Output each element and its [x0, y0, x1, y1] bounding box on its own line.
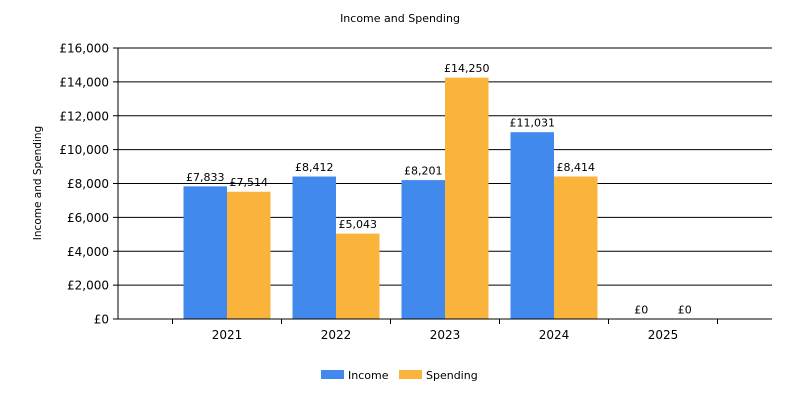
- legend-label-spending: Spending: [426, 369, 478, 382]
- chart-title: Income and Spending: [340, 12, 460, 25]
- data-labels: £7,833 £7,514 £8,412 £5,043 £8,201 £14,250 £11…: [186, 62, 692, 316]
- legend-swatch-income: [321, 370, 344, 379]
- bar-spending: [227, 191, 271, 319]
- legend-swatch-spending: [399, 370, 422, 379]
- bar-spending: [336, 233, 380, 319]
- bar-income: [292, 176, 336, 319]
- data-label: £7,833: [186, 171, 225, 184]
- data-label: £14,250: [444, 62, 490, 75]
- data-label: £8,414: [557, 161, 596, 174]
- y-axis-label: Income and Spending: [32, 126, 44, 240]
- y-tick-label: £2,000: [67, 279, 109, 293]
- data-label: £8,412: [295, 161, 334, 174]
- y-tick-label: £8,000: [67, 177, 109, 191]
- y-tick-label: £14,000: [59, 75, 109, 89]
- y-axis-ticks: £0 £2,000 £4,000 £6,000 £8,000 £10,000 £12,000…: [59, 42, 118, 327]
- data-label: £8,201: [404, 165, 443, 178]
- data-label: £7,514: [230, 176, 269, 189]
- x-tick-label: 2021: [212, 328, 243, 342]
- bar-spending: [554, 176, 598, 319]
- x-tick-label: 2024: [539, 328, 570, 342]
- data-label: £11,031: [510, 117, 556, 130]
- x-tick-label: 2022: [321, 328, 352, 342]
- y-tick-label: £0: [94, 313, 109, 327]
- legend: Income Spending: [321, 369, 478, 382]
- bar-income: [510, 132, 554, 319]
- data-label: £0: [634, 304, 648, 317]
- bar-income: [401, 180, 445, 319]
- y-tick-label: £10,000: [59, 143, 109, 157]
- x-axis-ticks: 2021 2022 2023 2024 2025: [172, 319, 718, 342]
- data-label: £5,043: [339, 218, 378, 231]
- y-tick-label: £16,000: [59, 42, 109, 56]
- legend-label-income: Income: [348, 369, 389, 382]
- x-tick-label: 2025: [648, 328, 679, 342]
- bars: [183, 77, 598, 319]
- bar-income: [183, 186, 227, 319]
- axes: [117, 48, 772, 320]
- y-tick-label: £4,000: [67, 245, 109, 259]
- x-tick-label: 2023: [430, 328, 461, 342]
- data-label: £0: [678, 304, 692, 317]
- bar-spending: [445, 77, 489, 319]
- y-tick-label: £6,000: [67, 211, 109, 225]
- y-tick-label: £12,000: [59, 109, 109, 123]
